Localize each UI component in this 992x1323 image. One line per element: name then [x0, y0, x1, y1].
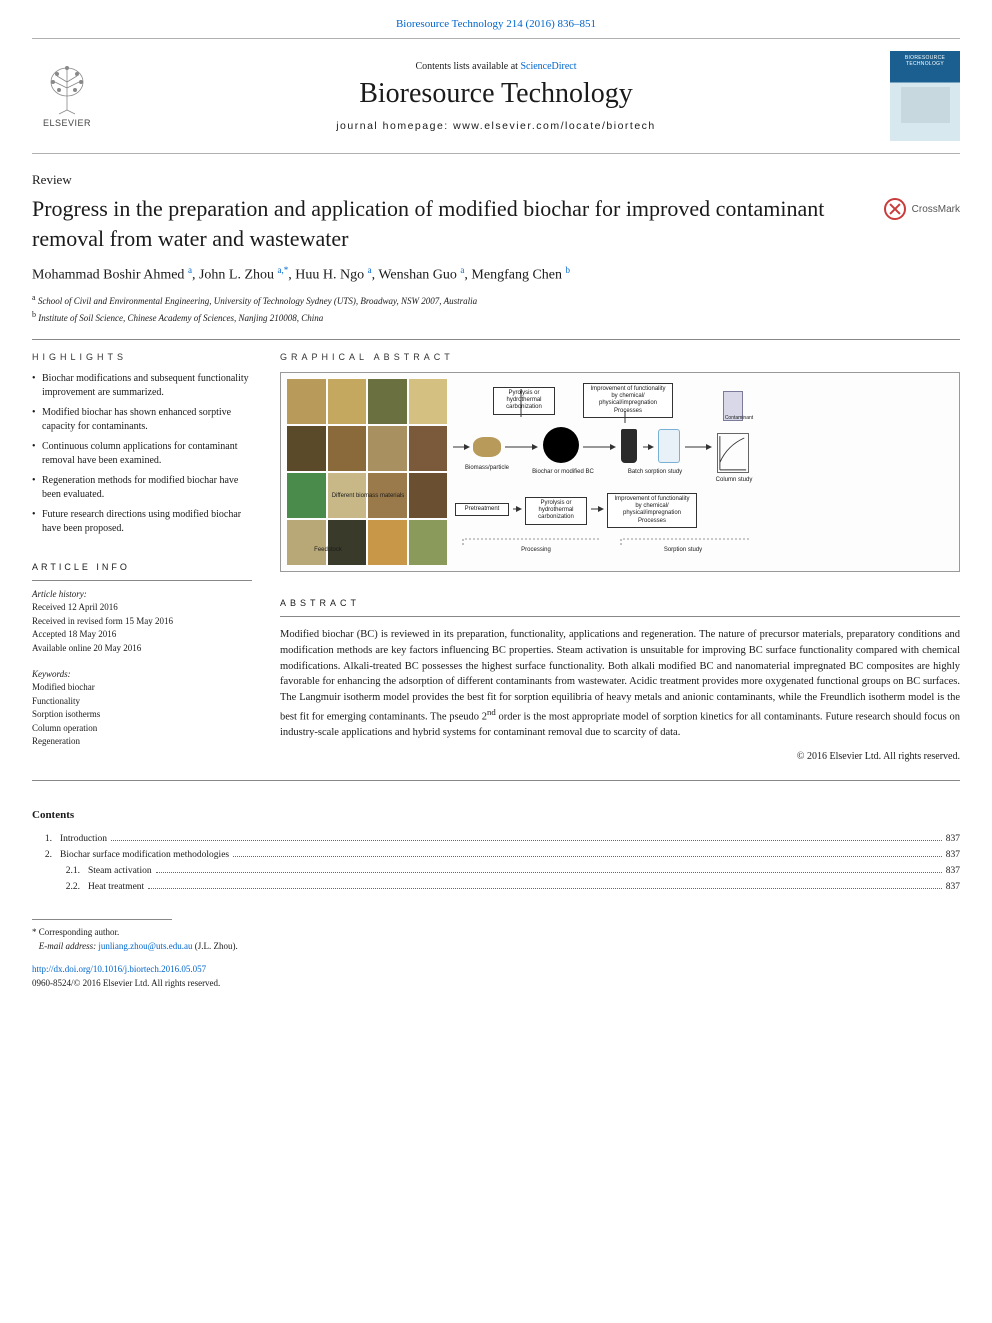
keyword-item: Modified biochar	[32, 681, 252, 695]
highlight-item: Future research directions using modifie…	[32, 508, 252, 536]
copyright: © 2016 Elsevier Ltd. All rights reserved…	[280, 751, 960, 762]
highlights-list: Biochar modifications and subsequent fun…	[32, 372, 252, 536]
history-lines: Received 12 April 2016Received in revise…	[32, 601, 252, 655]
abstract-text: Modified biochar (BC) is reviewed in its…	[280, 627, 960, 741]
crossmark-icon	[884, 198, 906, 220]
toc: 1. Introduction 837 2. Biochar surface m…	[32, 831, 960, 896]
toc-row: 2.1. Steam activation 837	[32, 863, 960, 879]
toc-row: 2.2. Heat treatment 837	[32, 879, 960, 895]
toc-row: 2. Biochar surface modification methodol…	[32, 847, 960, 863]
affiliations: a School of Civil and Environmental Engi…	[32, 292, 960, 325]
issn-line: 0960-8524/© 2016 Elsevier Ltd. All right…	[32, 978, 220, 988]
elsevier-tree-icon	[43, 64, 91, 116]
highlight-item: Biochar modifications and subsequent fun…	[32, 372, 252, 400]
highlight-item: Continuous column applications for conta…	[32, 440, 252, 468]
ga-label-different: Different biomass materials	[298, 493, 438, 500]
keyword-item: Sorption isotherms	[32, 708, 252, 722]
journal-cover-thumbnail	[890, 51, 960, 141]
contents-line: Contents lists available at ScienceDirec…	[102, 61, 890, 72]
homepage-line: journal homepage: www.elsevier.com/locat…	[102, 120, 890, 132]
highlight-item: Regeneration methods for modified biocha…	[32, 474, 252, 502]
elsevier-text: ELSEVIER	[43, 118, 91, 128]
sciencedirect-link[interactable]: ScienceDirect	[520, 61, 576, 72]
history-line: Available online 20 May 2016	[32, 642, 252, 656]
history-line: Received in revised form 15 May 2016	[32, 615, 252, 629]
graphical-abstract-label: GRAPHICAL ABSTRACT	[280, 352, 960, 362]
journal-name: Bioresource Technology	[102, 78, 890, 110]
citation-link-anchor[interactable]: Bioresource Technology 214 (2016) 836–85…	[396, 18, 596, 30]
doi-block: http://dx.doi.org/10.1016/j.biortech.201…	[32, 963, 960, 990]
history-line: Accepted 18 May 2016	[32, 628, 252, 642]
footnote-email-link[interactable]: junliang.zhou@uts.edu.au	[98, 941, 192, 951]
elsevier-logo: ELSEVIER	[32, 56, 102, 136]
toc-row: 1. Introduction 837	[32, 831, 960, 847]
keyword-item: Regeneration	[32, 735, 252, 749]
graphical-abstract: Pyrolysis or hydrothermal carbonization …	[280, 372, 960, 572]
highlights-label: HIGHLIGHTS	[32, 352, 252, 362]
article-type: Review	[32, 172, 960, 188]
footnote-corresponding: * Corresponding author. E-mail address: …	[32, 926, 960, 953]
ga-biomass-grid	[287, 379, 447, 565]
history-line: Received 12 April 2016	[32, 601, 252, 615]
keyword-item: Functionality	[32, 695, 252, 709]
journal-header: ELSEVIER Contents lists available at Sci…	[32, 38, 960, 154]
contents-section: Contents 1. Introduction 837 2. Biochar …	[32, 809, 960, 896]
journal-center: Contents lists available at ScienceDirec…	[102, 61, 890, 132]
crossmark-badge[interactable]: CrossMark	[884, 194, 960, 220]
ga-flow-diagram: Pyrolysis or hydrothermal carbonization …	[453, 379, 953, 565]
authors: Mohammad Boshir Ahmed a, John L. Zhou a,…	[32, 265, 960, 284]
article-title: Progress in the preparation and applicat…	[32, 194, 872, 253]
keyword-item: Column operation	[32, 722, 252, 736]
contents-head: Contents	[32, 809, 960, 821]
keywords-head: Keywords:	[32, 669, 252, 679]
crossmark-label: CrossMark	[912, 204, 960, 215]
highlight-item: Modified biochar has shown enhanced sorp…	[32, 406, 252, 434]
keywords-list: Modified biocharFunctionalitySorption is…	[32, 681, 252, 749]
ga-label-feedstock: Feedstock	[303, 547, 353, 554]
citation-link: Bioresource Technology 214 (2016) 836–85…	[32, 18, 960, 30]
abstract-label: ABSTRACT	[280, 598, 960, 608]
article-info-label: ARTICLE INFO	[32, 562, 252, 572]
homepage-url: www.elsevier.com/locate/biortech	[453, 120, 656, 132]
history-head: Article history:	[32, 589, 252, 599]
doi-link[interactable]: http://dx.doi.org/10.1016/j.biortech.201…	[32, 964, 206, 974]
